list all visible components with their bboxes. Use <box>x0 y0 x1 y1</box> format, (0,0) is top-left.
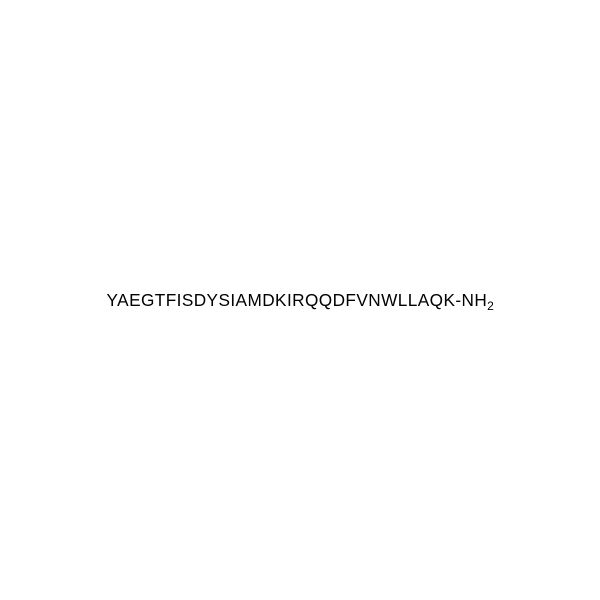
figure-canvas: YAEGTFISDYSIAMDKIRQQDFVNWLLAQK-NH2 <box>0 0 600 600</box>
sequence-subscript: 2 <box>487 300 494 313</box>
peptide-sequence: YAEGTFISDYSIAMDKIRQQDFVNWLLAQK-NH2 <box>106 291 494 308</box>
sequence-main: YAEGTFISDYSIAMDKIRQQDFVNWLLAQK-NH <box>106 291 487 310</box>
